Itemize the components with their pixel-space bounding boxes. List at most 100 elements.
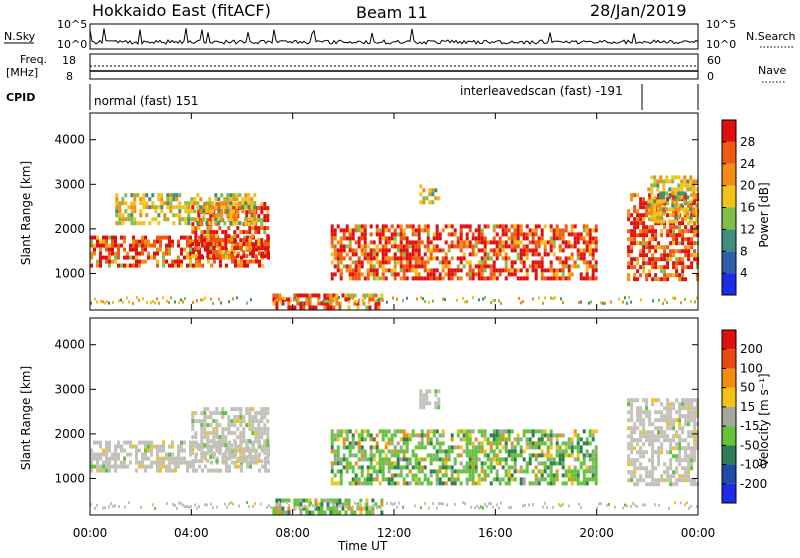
echo-cell — [195, 263, 198, 268]
echo-cell — [669, 253, 673, 258]
echo-cell — [224, 451, 228, 456]
echo-cell — [191, 427, 195, 432]
echo-cell — [687, 446, 691, 451]
echo-cell — [447, 264, 451, 269]
echo-cell — [552, 236, 556, 241]
echo-cell — [402, 465, 406, 470]
echo-cell — [96, 464, 99, 469]
echo-cell — [333, 437, 337, 442]
echo-cell — [357, 481, 361, 486]
echo-cell — [466, 300, 468, 304]
echo-cell — [471, 481, 475, 486]
echo-cell — [159, 464, 162, 469]
echo-cell — [651, 434, 655, 439]
echo-cell — [663, 462, 667, 467]
echo-cell — [230, 501, 232, 505]
echo-cell — [633, 241, 637, 246]
echo-cell — [588, 248, 592, 253]
echo-cell — [669, 426, 673, 431]
echo-cell — [486, 465, 490, 470]
echo-cell — [532, 503, 534, 507]
echo-cell — [234, 460, 237, 465]
echo-cell — [363, 224, 367, 229]
echo-cell — [492, 240, 496, 245]
echo-cell — [348, 461, 352, 466]
echo-cell — [378, 240, 382, 245]
echo-cell — [360, 232, 364, 237]
echo-cell — [322, 300, 324, 304]
echo-cell — [399, 437, 403, 442]
cpid-mode-1: normal (fast) 151 — [94, 94, 198, 108]
echo-cell — [441, 481, 445, 486]
echo-cell — [163, 213, 167, 218]
echo-cell — [393, 429, 397, 434]
echo-cell — [552, 232, 556, 237]
echo-cell — [362, 298, 364, 302]
echo-cell — [468, 276, 472, 281]
echo-cell — [510, 224, 514, 229]
echo-cell — [202, 298, 204, 302]
echo-cell — [399, 429, 403, 434]
echo-cell — [249, 235, 252, 240]
echo-cell — [426, 437, 430, 442]
echo-cell — [263, 226, 267, 231]
echo-cell — [636, 426, 640, 431]
echo-cell — [245, 230, 249, 235]
echo-cell — [633, 225, 637, 230]
echo-cell — [420, 506, 422, 510]
echo-cell — [372, 276, 376, 281]
echo-cell — [642, 261, 646, 266]
echo-cell — [640, 298, 642, 302]
echo-cell — [345, 437, 349, 442]
echo-cell — [627, 265, 631, 270]
echo-cell — [266, 226, 270, 231]
echo-cell — [680, 207, 684, 212]
echo-cell — [422, 397, 426, 402]
echo-cell — [171, 440, 174, 445]
echo-cell — [558, 256, 562, 261]
echo-cell — [396, 248, 400, 253]
echo-cell — [375, 224, 379, 229]
echo-cell — [622, 300, 624, 304]
echo-cell — [200, 439, 204, 444]
echo-cell — [281, 301, 285, 306]
echo-cell — [434, 188, 438, 193]
echo-cell — [345, 264, 349, 269]
echo-cell — [534, 248, 538, 253]
echo-cell — [456, 268, 460, 273]
echo-cell — [278, 297, 282, 302]
echo-cell — [519, 228, 523, 233]
echo-cell — [480, 276, 484, 281]
velocity-colorbar-swatch — [722, 387, 736, 407]
echo-cell — [630, 406, 634, 411]
echo-cell — [504, 260, 508, 265]
echo-cell — [375, 276, 379, 281]
echo-cell — [498, 437, 502, 442]
echo-cell — [688, 506, 690, 510]
echo-cell — [90, 255, 93, 260]
echo-cell — [333, 252, 337, 257]
echo-cell — [477, 240, 481, 245]
echo-cell — [189, 247, 192, 252]
echo-cell — [642, 241, 646, 246]
echo-cell — [214, 217, 218, 222]
echo-cell — [651, 482, 655, 487]
echo-cell — [645, 229, 649, 234]
echo-cell — [154, 205, 158, 210]
echo-cell — [659, 211, 663, 216]
echo-cell — [411, 433, 415, 438]
echo-cell — [585, 453, 589, 458]
echo-cell — [534, 453, 538, 458]
panel-background — [90, 318, 698, 515]
echo-cell — [351, 477, 355, 482]
echo-cell — [108, 444, 111, 449]
echo-cell — [474, 272, 478, 277]
echo-cell — [299, 510, 303, 515]
echo-cell — [693, 257, 697, 262]
echo-cell — [419, 401, 423, 406]
echo-cell — [576, 441, 580, 446]
echo-cell — [258, 251, 261, 256]
echo-cell — [561, 449, 565, 454]
echo-cell — [477, 445, 481, 450]
echo-cell — [172, 197, 176, 202]
